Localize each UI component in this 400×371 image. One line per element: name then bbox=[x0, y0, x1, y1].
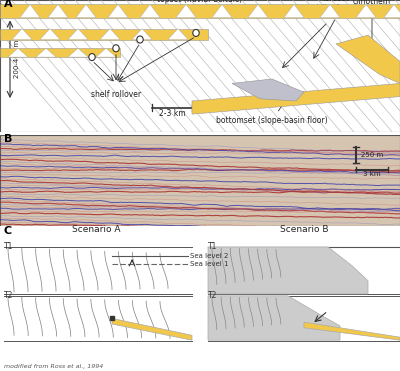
Polygon shape bbox=[140, 4, 160, 17]
Polygon shape bbox=[68, 48, 88, 57]
Polygon shape bbox=[248, 4, 268, 17]
Polygon shape bbox=[356, 4, 376, 17]
Polygon shape bbox=[100, 29, 120, 40]
Polygon shape bbox=[108, 4, 128, 17]
Polygon shape bbox=[232, 79, 304, 101]
Text: T1: T1 bbox=[208, 242, 217, 251]
Text: T2: T2 bbox=[208, 291, 217, 300]
Polygon shape bbox=[68, 29, 88, 40]
Text: shelf rollover: shelf rollover bbox=[91, 90, 141, 99]
Polygon shape bbox=[20, 4, 40, 17]
Polygon shape bbox=[132, 29, 152, 40]
Polygon shape bbox=[76, 4, 96, 17]
Polygon shape bbox=[0, 29, 208, 40]
Polygon shape bbox=[320, 4, 340, 17]
Polygon shape bbox=[384, 4, 400, 17]
Text: modified from Ross et al., 1994: modified from Ross et al., 1994 bbox=[4, 364, 103, 369]
Polygon shape bbox=[208, 247, 368, 294]
Polygon shape bbox=[208, 296, 340, 340]
Circle shape bbox=[193, 29, 199, 36]
Circle shape bbox=[89, 53, 95, 60]
Text: A: A bbox=[4, 0, 13, 9]
Text: foreset
(clinoform): foreset (clinoform) bbox=[315, 0, 357, 13]
Polygon shape bbox=[112, 318, 192, 340]
Polygon shape bbox=[168, 29, 188, 40]
Text: Scenario A: Scenario A bbox=[72, 225, 120, 234]
Text: Sea level 2: Sea level 2 bbox=[190, 253, 228, 259]
Polygon shape bbox=[12, 29, 32, 40]
Polygon shape bbox=[96, 48, 116, 57]
Polygon shape bbox=[192, 83, 400, 114]
Polygon shape bbox=[284, 4, 304, 17]
Circle shape bbox=[113, 45, 119, 52]
Text: 3 km: 3 km bbox=[363, 171, 381, 177]
Text: topset (fluvial-deltaic): topset (fluvial-deltaic) bbox=[158, 0, 242, 9]
Text: clinothem: clinothem bbox=[353, 0, 391, 49]
Text: C: C bbox=[4, 226, 12, 236]
Text: Scenario B: Scenario B bbox=[280, 225, 328, 234]
Text: T2: T2 bbox=[4, 291, 13, 300]
Polygon shape bbox=[40, 29, 60, 40]
Text: T1: T1 bbox=[4, 242, 13, 251]
Polygon shape bbox=[212, 4, 232, 17]
Circle shape bbox=[137, 36, 143, 43]
Text: 2-3 km: 2-3 km bbox=[159, 109, 185, 118]
Polygon shape bbox=[8, 48, 28, 57]
Text: Sea level 1: Sea level 1 bbox=[190, 261, 228, 267]
Polygon shape bbox=[304, 322, 400, 340]
Polygon shape bbox=[336, 35, 400, 83]
Polygon shape bbox=[0, 4, 400, 17]
Polygon shape bbox=[36, 48, 56, 57]
Text: 250 m: 250 m bbox=[361, 152, 383, 158]
Text: bottomset (slope-basin floor): bottomset (slope-basin floor) bbox=[216, 100, 328, 125]
Text: 200-400 m: 200-400 m bbox=[14, 40, 20, 78]
Polygon shape bbox=[176, 4, 196, 17]
Polygon shape bbox=[48, 4, 68, 17]
Polygon shape bbox=[0, 48, 120, 57]
Text: B: B bbox=[4, 134, 12, 144]
